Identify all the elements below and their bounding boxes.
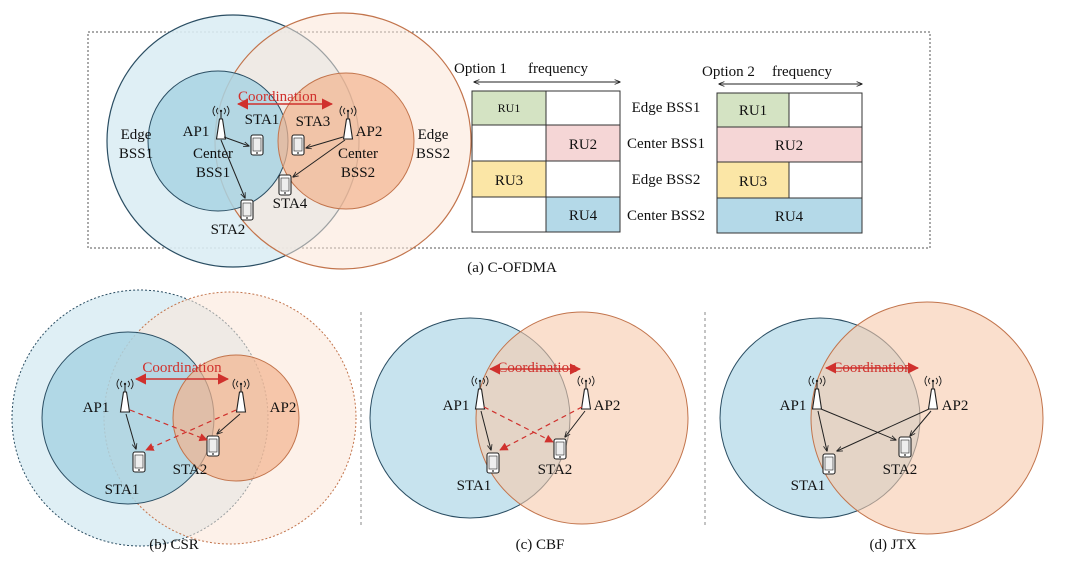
phone-icon xyxy=(898,436,912,458)
phone-icon xyxy=(553,438,567,460)
ap2-label: AP2 xyxy=(270,400,297,416)
sta2-label: STA2 xyxy=(883,462,918,478)
link-ap2-sta3 xyxy=(306,136,344,148)
option1-ru3-cell xyxy=(471,160,547,198)
option2-ru1-label: RU1 xyxy=(739,103,767,119)
option1-ru1-label: RU1 xyxy=(498,101,521,115)
phone-icon xyxy=(206,435,220,457)
coordination-label: Coordination xyxy=(238,89,318,105)
edge-bss2-label: Edge xyxy=(418,127,449,143)
sta1-label: STA1 xyxy=(105,482,140,498)
option1-title: Option 1 xyxy=(454,61,507,77)
option1-empty-cell xyxy=(471,196,547,233)
link-ap2-sta2 xyxy=(217,413,241,434)
null-ap1-sta2 xyxy=(483,406,554,443)
option2-ru3-label: RU3 xyxy=(739,174,767,190)
sta4-label: STA4 xyxy=(273,196,308,212)
caption-a: (a) C-OFDMA xyxy=(467,260,557,276)
link-ap1-sta2 xyxy=(220,139,245,198)
option2-ru4-cell xyxy=(716,197,863,234)
phone-icon xyxy=(250,134,264,156)
link-ap1-sta1 xyxy=(817,410,827,451)
center-bss1-label: BSS1 xyxy=(196,165,230,181)
panel-d: Coordination AP1 AP2 STA1 STA2 (d) JTX xyxy=(719,301,1044,553)
bss2-circle xyxy=(810,301,1044,535)
option2-ru4-label: RU4 xyxy=(775,209,804,225)
edge-bss2-label: BSS2 xyxy=(416,146,450,162)
panel-a-frame xyxy=(87,31,931,249)
option2-ru2-label: RU2 xyxy=(775,138,803,154)
edge-bss1-label: Edge xyxy=(121,127,152,143)
link-ap2-sta4 xyxy=(293,139,346,177)
option1-ru1-cell xyxy=(471,90,547,126)
caption-c: (c) CBF xyxy=(516,537,565,553)
option1-ru4-label: RU4 xyxy=(569,208,598,224)
sta2-label: STA2 xyxy=(211,222,246,238)
ap2-label: AP2 xyxy=(356,124,383,140)
center-bss2-label: BSS2 xyxy=(341,165,375,181)
phone-icon xyxy=(291,134,305,156)
ap2-label: AP2 xyxy=(942,398,969,414)
link-ap2-sta1 xyxy=(837,408,930,451)
center-bss1-label: Center xyxy=(193,146,233,162)
row-label-edge-bss2: Edge BSS2 xyxy=(632,172,701,188)
option2-empty-cell xyxy=(788,161,863,199)
sta2-label: STA2 xyxy=(538,462,573,478)
panel-b: Coordination AP1 AP2 STA1 STA2 (b) CSR xyxy=(11,289,357,553)
coordination-label: Coordination xyxy=(497,360,577,376)
link-ap1-sta2 xyxy=(820,408,896,440)
sta1-label: STA1 xyxy=(245,112,280,128)
option1-axis-label: frequency xyxy=(528,61,588,77)
null-ap2-sta1 xyxy=(499,406,583,451)
ap2-label: AP2 xyxy=(594,398,621,414)
link-ap1-sta1 xyxy=(480,410,491,450)
sta2-label: STA2 xyxy=(173,462,208,478)
option1-ru4-cell xyxy=(545,196,621,233)
link-ap2-sta2 xyxy=(910,410,932,436)
sta1-label: STA1 xyxy=(791,478,826,494)
coordination-label: Coordination xyxy=(832,360,912,376)
phone-icon xyxy=(240,199,254,221)
option2-axis-label: frequency xyxy=(772,64,832,80)
option1-empty-cell xyxy=(545,160,621,198)
phone-icon xyxy=(822,453,836,475)
coordination-label: Coordination xyxy=(142,360,222,376)
row-label-edge-bss1: Edge BSS1 xyxy=(632,100,701,116)
option1-empty-cell xyxy=(471,124,547,162)
link-ap1-sta1 xyxy=(125,413,136,449)
option1-empty-cell xyxy=(545,90,621,126)
option2-empty-cell xyxy=(788,92,863,128)
option1-ru2-cell xyxy=(545,124,621,162)
bss2-circle xyxy=(475,311,689,525)
row-label-center-bss2: Center BSS2 xyxy=(627,208,705,224)
sta1-label: STA1 xyxy=(457,478,492,494)
ap1-label: AP1 xyxy=(443,398,470,414)
caption-b: (b) CSR xyxy=(149,537,199,553)
row-label-center-bss1: Center BSS1 xyxy=(627,136,705,152)
phone-icon xyxy=(278,174,292,196)
ap1-label: AP1 xyxy=(183,124,210,140)
option2-title: Option 2 xyxy=(702,64,755,80)
ap1-label: AP1 xyxy=(780,398,807,414)
phone-icon xyxy=(132,451,146,473)
interference-ap2-sta1 xyxy=(145,409,237,451)
phone-icon xyxy=(486,452,500,474)
option1-ru3-label: RU3 xyxy=(495,173,523,189)
panel-a: Coordination Edge BSS1 Edge BSS2 AP1 AP2… xyxy=(87,12,931,276)
link-ap1-sta1 xyxy=(223,136,249,146)
ap1-label: AP1 xyxy=(83,400,110,416)
option1-ru2-label: RU2 xyxy=(569,137,597,153)
caption-d: (d) JTX xyxy=(869,537,916,553)
edge-bss1-label: BSS1 xyxy=(119,146,153,162)
panel-c: Coordination AP1 AP2 STA1 STA2 (c) CBF xyxy=(369,311,689,553)
link-ap2-sta2 xyxy=(565,410,586,437)
sta3-label: STA3 xyxy=(296,114,331,130)
center-bss2-label: Center xyxy=(338,146,378,162)
interference-ap1-sta2 xyxy=(129,409,208,442)
